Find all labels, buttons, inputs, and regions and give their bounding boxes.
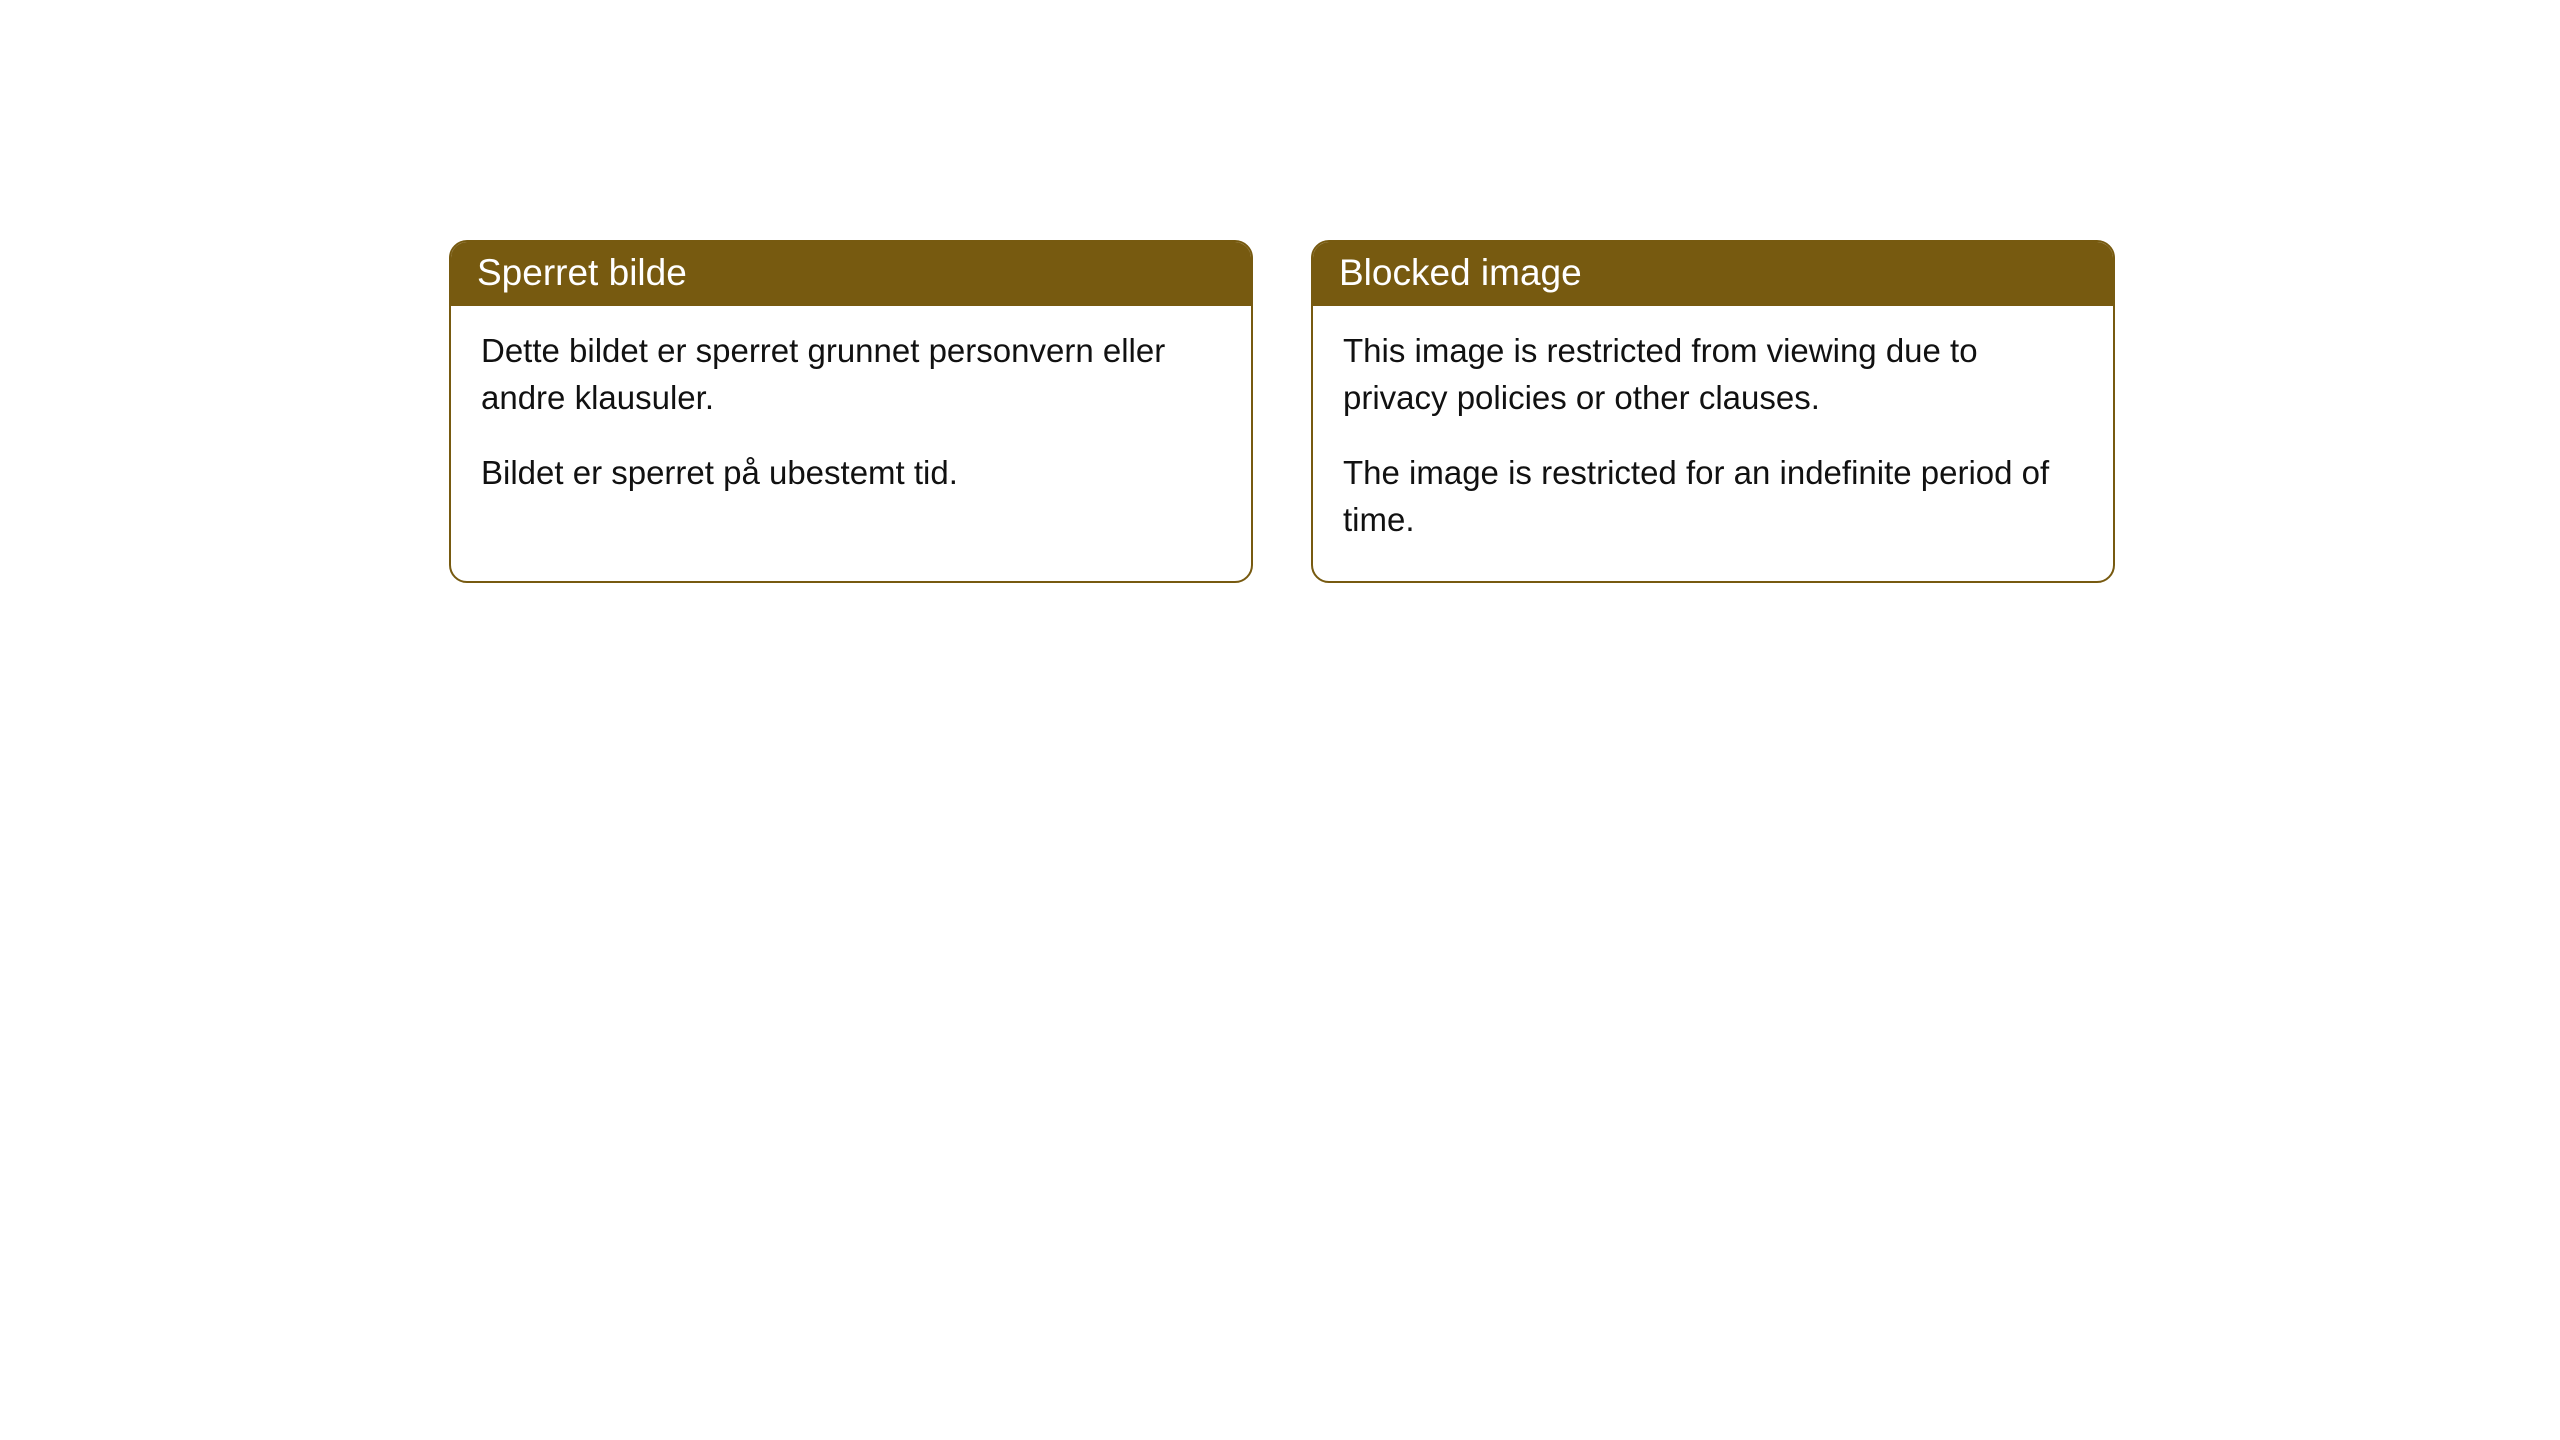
- cards-container: Sperret bilde Dette bildet er sperret gr…: [449, 240, 2115, 583]
- card-title: Blocked image: [1339, 252, 1582, 293]
- card-body: Dette bildet er sperret grunnet personve…: [451, 306, 1251, 535]
- card-paragraph: The image is restricted for an indefinit…: [1343, 450, 2083, 544]
- card-header: Blocked image: [1313, 242, 2113, 306]
- blocked-image-card-en: Blocked image This image is restricted f…: [1311, 240, 2115, 583]
- card-paragraph: This image is restricted from viewing du…: [1343, 328, 2083, 422]
- blocked-image-card-no: Sperret bilde Dette bildet er sperret gr…: [449, 240, 1253, 583]
- card-header: Sperret bilde: [451, 242, 1251, 306]
- card-body: This image is restricted from viewing du…: [1313, 306, 2113, 581]
- card-paragraph: Bildet er sperret på ubestemt tid.: [481, 450, 1221, 497]
- card-title: Sperret bilde: [477, 252, 687, 293]
- card-paragraph: Dette bildet er sperret grunnet personve…: [481, 328, 1221, 422]
